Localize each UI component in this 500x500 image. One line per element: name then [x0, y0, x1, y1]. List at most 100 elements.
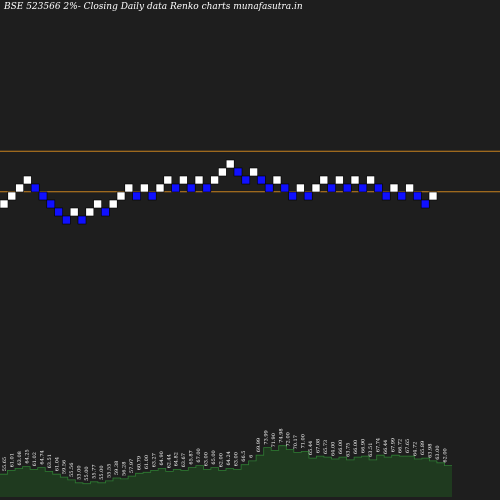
renko-brick-44 — [342, 183, 352, 193]
renko-brick-39 — [303, 191, 313, 201]
volume-label-12: 55.77 — [92, 464, 98, 478]
renko-brick-14 — [108, 199, 118, 209]
volume-label-27: 63.00 — [204, 452, 210, 466]
renko-brick-53 — [413, 191, 422, 201]
volume-label-8: 59.56 — [62, 460, 68, 474]
renko-brick-35 — [272, 175, 282, 185]
volume-label-33: 6 — [248, 455, 254, 458]
renko-brick-41 — [319, 175, 329, 185]
renko-brick-11 — [85, 207, 95, 217]
volume-label-1: 61.01 — [10, 453, 16, 467]
volume-label-50: 67.74 — [375, 438, 381, 452]
volume-label-26: 67.00 — [196, 448, 202, 462]
volume-label-56: 65.89 — [420, 441, 426, 455]
volume-label-20: 63.27 — [151, 453, 157, 467]
volume-label-44: 64.00 — [331, 442, 337, 456]
renko-brick-23 — [179, 175, 188, 185]
volume-label-17: 57.97 — [129, 459, 135, 473]
volume-label-49: 63.51 — [368, 443, 374, 457]
volume-label-54: 67.65 — [405, 439, 411, 453]
renko-brick-28 — [218, 167, 227, 177]
volume-label-46: 63.75 — [346, 443, 352, 457]
renko-brick-54 — [420, 199, 430, 209]
renko-brick-36 — [280, 183, 290, 193]
volume-label-23: 64.82 — [174, 452, 180, 466]
volume-label-34: 69.99 — [256, 438, 262, 452]
volume-label-38: 72.00 — [286, 432, 292, 446]
renko-brick-8 — [62, 215, 71, 225]
renko-brick-32 — [249, 167, 258, 177]
volume-label-24: 63.67 — [181, 453, 187, 467]
renko-brick-9 — [69, 207, 79, 217]
renko-brick-25 — [194, 175, 204, 185]
renko-brick-43 — [335, 175, 344, 185]
volume-label-19: 61.00 — [144, 455, 150, 469]
renko-brick-20 — [155, 183, 165, 193]
renko-brick-4 — [30, 183, 40, 193]
renko-brick-46 — [358, 183, 368, 193]
volume-label-28: 65.00 — [211, 450, 217, 464]
volume-label-9: 55.56 — [69, 463, 75, 477]
volume-label-21: 64.90 — [159, 451, 165, 465]
volume-label-59: 62.00 — [443, 448, 449, 462]
volume-label-52: 67.99 — [390, 438, 396, 452]
volume-label-39: 70.17 — [293, 435, 299, 449]
renko-brick-38 — [296, 183, 305, 193]
volume-label-2: 63.08 — [17, 451, 23, 465]
volume-label-32: 66.5 — [241, 451, 247, 462]
volume-label-10: 53.00 — [77, 465, 83, 479]
volume-label-45: 66.00 — [338, 440, 344, 454]
volume-label-18: 60.79 — [136, 456, 142, 470]
volume-label-7: 61.04 — [54, 457, 60, 471]
renko-brick-19 — [147, 191, 157, 201]
renko-brick-6 — [46, 199, 56, 209]
renko-brick-16 — [124, 183, 134, 193]
renko-brick-7 — [54, 207, 63, 217]
renko-brick-31 — [241, 175, 251, 185]
renko-brick-34 — [264, 183, 274, 193]
volume-label-6: 63.51 — [47, 454, 53, 468]
renko-brick-29 — [225, 159, 235, 169]
volume-label-30: 64.24 — [226, 451, 232, 465]
renko-brick-21 — [163, 175, 173, 185]
volume-label-16: 56.28 — [122, 462, 128, 476]
volume-label-15: 59.38 — [114, 461, 120, 475]
renko-brick-2 — [15, 183, 24, 193]
renko-brick-26 — [202, 183, 212, 193]
renko-brick-1 — [7, 191, 17, 201]
renko-brick-15 — [116, 191, 126, 201]
renko-brick-40 — [311, 183, 321, 193]
renko-brick-48 — [374, 183, 383, 193]
volume-label-58: 63.00 — [435, 445, 441, 459]
renko-brick-55 — [428, 191, 438, 201]
renko-brick-5 — [38, 191, 48, 201]
volume-label-3: 64.25 — [24, 449, 30, 463]
renko-brick-13 — [101, 207, 110, 217]
volume-label-31: 63.00 — [234, 452, 240, 466]
renko-brick-18 — [140, 183, 149, 193]
volume-label-57: 63.98 — [428, 444, 434, 458]
renko-brick-51 — [397, 191, 407, 201]
renko-brick-12 — [93, 199, 102, 209]
volume-label-4: 61.02 — [32, 452, 38, 466]
renko-brick-37 — [288, 191, 297, 201]
volume-outline — [0, 445, 452, 485]
renko-brick-49 — [381, 191, 391, 201]
renko-brick-50 — [389, 183, 399, 193]
volume-label-11: 55.00 — [84, 466, 90, 480]
renko-brick-27 — [210, 175, 219, 185]
renko-brick-30 — [233, 167, 243, 177]
volume-label-0: 55.65 — [2, 457, 8, 471]
volume-label-47: 66.00 — [353, 440, 359, 454]
renko-brick-3 — [23, 175, 32, 185]
renko-brick-42 — [327, 183, 336, 193]
volume-label-48: 66.90 — [360, 439, 366, 453]
volume-label-55: 64.72 — [413, 442, 419, 456]
renko-brick-45 — [350, 175, 360, 185]
volume-label-25: 65.87 — [189, 450, 195, 464]
volume-label-41: 65.44 — [308, 441, 314, 455]
renko-brick-24 — [186, 183, 196, 193]
renko-brick-33 — [257, 175, 266, 185]
